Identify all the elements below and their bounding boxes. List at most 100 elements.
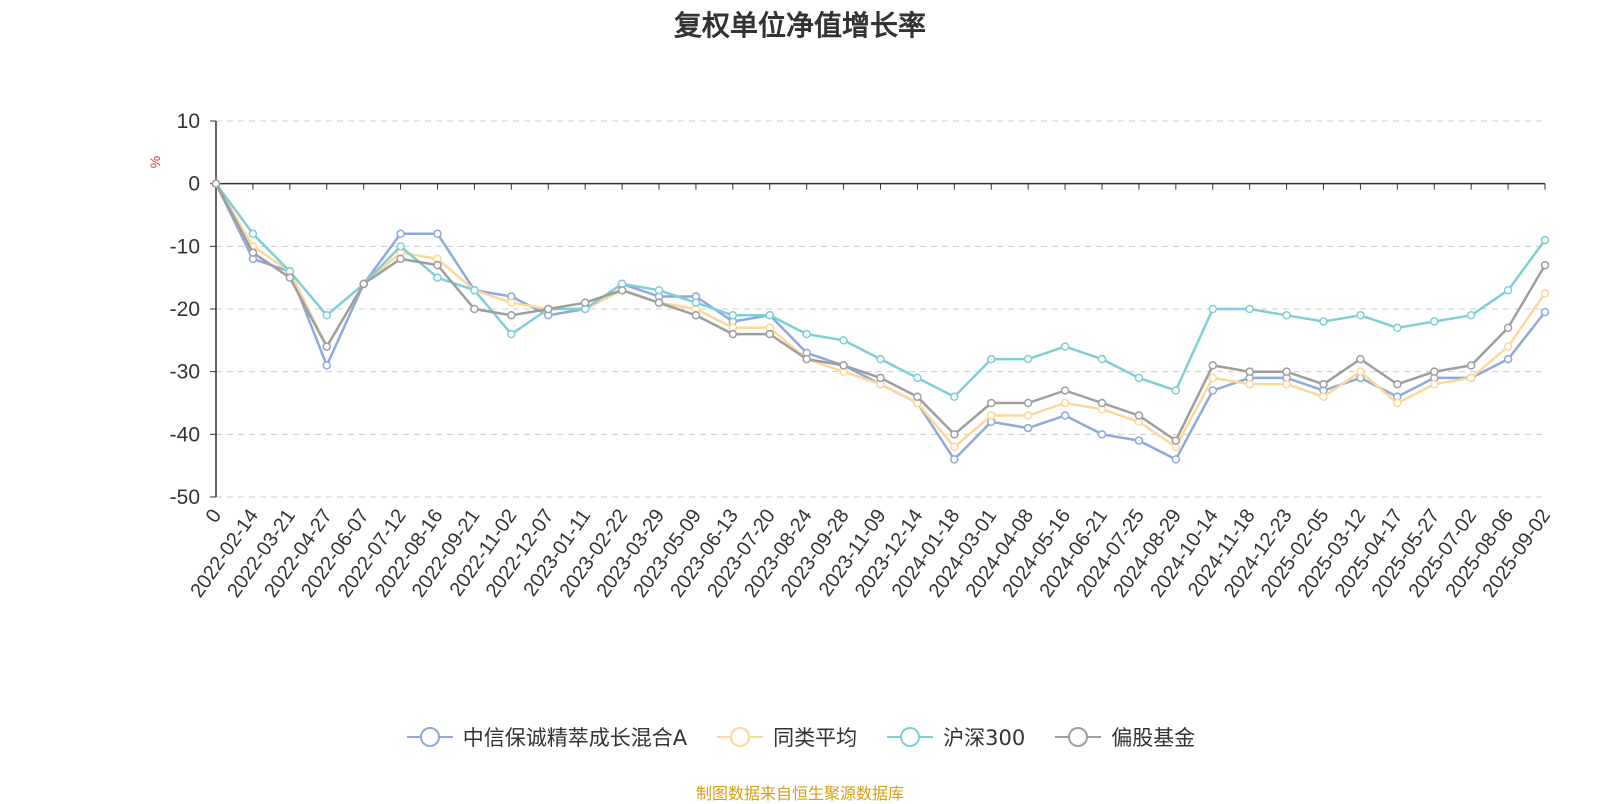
- data-point: [1097, 430, 1107, 439]
- data-point: [1356, 367, 1365, 376]
- data-point: [470, 304, 479, 314]
- data-point: [1503, 342, 1513, 351]
- data-point: [1540, 289, 1550, 298]
- data-point: [654, 285, 664, 295]
- data-point: [876, 354, 885, 364]
- data-point: [1060, 386, 1070, 395]
- data-point: [396, 242, 405, 251]
- data-point: [950, 392, 959, 401]
- series-line-0: [214, 183, 1546, 461]
- data-point: [1319, 379, 1328, 389]
- legend-item[interactable]: 中信保诚精萃成长混合A: [405, 722, 687, 752]
- data-point: [322, 361, 331, 370]
- data-point: [1282, 311, 1291, 320]
- data-point: [544, 304, 553, 314]
- data-point: [765, 311, 774, 320]
- data-point: [580, 298, 590, 307]
- data-point: [1060, 342, 1070, 351]
- y-tick-label: 10: [177, 110, 200, 133]
- data-point: [322, 311, 331, 320]
- legend-item[interactable]: 偏股基金: [1053, 722, 1195, 752]
- legend-item[interactable]: 沪深300: [885, 722, 1025, 752]
- source-note: 制图数据来自恒生聚源数据库: [695, 784, 904, 803]
- chart-title: 复权单位净值增长率: [673, 9, 926, 42]
- data-point: [1134, 411, 1144, 420]
- data-point: [728, 329, 738, 339]
- data-point: [913, 373, 922, 383]
- data-point: [507, 298, 516, 307]
- data-point: [987, 411, 996, 420]
- data-point: [950, 455, 959, 464]
- data-point: [987, 354, 996, 364]
- data-point: [433, 260, 442, 270]
- data-point: [1466, 361, 1476, 370]
- legend: 中信保诚精萃成长混合A 同类平均 沪深300 偏股基金: [0, 722, 1600, 752]
- data-point: [1430, 379, 1439, 389]
- data-point: [1097, 398, 1107, 408]
- y-axis-label: %: [147, 156, 163, 168]
- data-point: [1466, 373, 1476, 383]
- y-tick-label: 0: [188, 173, 200, 196]
- data-point: [1208, 386, 1217, 395]
- data-point: [1466, 311, 1476, 320]
- data-point: [765, 329, 774, 339]
- data-point: [396, 254, 405, 264]
- legend-marker-icon: [1055, 727, 1102, 747]
- data-point: [1208, 373, 1217, 383]
- x-tick-label: 0: [202, 505, 226, 527]
- data-point: [248, 229, 258, 239]
- series-line-3: [214, 183, 1547, 442]
- data-point: [950, 430, 959, 439]
- series-line-2: [214, 182, 1547, 398]
- data-point: [1097, 354, 1107, 364]
- data-point: [1503, 354, 1513, 364]
- data-point: [1171, 436, 1181, 445]
- legend-marker-icon: [406, 727, 453, 747]
- series-lines: [211, 179, 1550, 464]
- legend-label: 偏股基金: [1111, 726, 1196, 750]
- data-point: [1393, 323, 1402, 333]
- data-point: [433, 273, 442, 282]
- legend-item[interactable]: 同类平均: [715, 722, 857, 752]
- data-point: [1540, 260, 1550, 270]
- data-point: [1540, 307, 1550, 317]
- data-point: [1319, 392, 1328, 401]
- data-point: [950, 442, 959, 452]
- data-point: [876, 373, 885, 383]
- data-point: [1245, 379, 1254, 389]
- data-point: [359, 279, 368, 289]
- data-point: [839, 336, 848, 345]
- data-point: [1208, 361, 1217, 370]
- data-point: [1060, 398, 1070, 408]
- data-point: [1023, 423, 1033, 433]
- y-tick-label: -50: [170, 486, 200, 509]
- data-point: [433, 229, 442, 239]
- data-point: [211, 179, 221, 188]
- y-tick-label: -40: [170, 423, 200, 446]
- data-point: [470, 285, 479, 295]
- data-point: [1245, 304, 1254, 314]
- legend-label: 沪深300: [943, 726, 1026, 750]
- y-tick-label: -10: [170, 235, 200, 258]
- data-point: [1023, 354, 1033, 364]
- legend-label: 中信保诚精萃成长混合A: [462, 726, 688, 750]
- data-point: [802, 329, 811, 339]
- data-point: [728, 311, 738, 320]
- data-point: [248, 248, 258, 257]
- data-point: [1171, 455, 1181, 464]
- grid-lines: [216, 120, 1545, 498]
- data-point: [839, 361, 848, 370]
- y-tick-label: -30: [170, 361, 200, 384]
- data-point: [1319, 317, 1328, 326]
- data-point: [617, 285, 627, 295]
- data-point: [1393, 398, 1402, 408]
- line-chart: 100-10-20-30-40-5002022-02-142022-03-212…: [147, 110, 1555, 602]
- data-point: [1023, 411, 1033, 420]
- y-tick-label: -20: [170, 298, 200, 321]
- data-point: [691, 311, 701, 320]
- data-point: [987, 398, 996, 408]
- data-point: [1356, 311, 1365, 320]
- data-point: [1393, 379, 1402, 389]
- data-point: [1282, 367, 1291, 376]
- data-point: [1430, 317, 1439, 326]
